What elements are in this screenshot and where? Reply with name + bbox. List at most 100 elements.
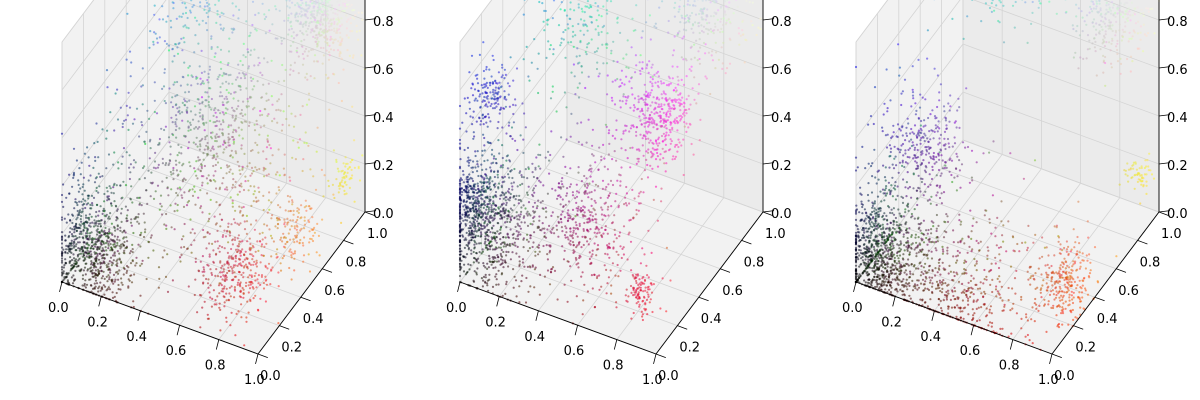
scatter-point xyxy=(514,279,518,282)
scatter-point xyxy=(306,16,309,20)
scatter-point xyxy=(615,306,618,309)
scatter-point xyxy=(491,248,494,251)
scatter-point xyxy=(574,227,577,230)
scatter-point xyxy=(470,229,473,232)
scatter-point xyxy=(325,0,328,3)
scatter-point xyxy=(97,222,100,225)
scatter-point xyxy=(212,261,215,264)
scatter-point xyxy=(235,312,238,315)
scatter-point xyxy=(614,200,617,203)
scatter-point xyxy=(205,1,209,4)
scatter-point xyxy=(480,277,483,280)
scatter-point xyxy=(232,140,236,143)
scatter-point xyxy=(506,167,509,170)
scatter-point xyxy=(499,263,502,266)
scatter-point xyxy=(672,104,675,107)
scatter-point xyxy=(68,261,71,265)
scatter-point xyxy=(268,208,271,211)
scatter-point xyxy=(590,190,593,194)
scatter-point xyxy=(566,187,569,190)
scatter-point xyxy=(159,202,162,205)
scatter-point xyxy=(161,162,164,165)
scatter-point xyxy=(218,292,221,295)
scatter-point xyxy=(559,196,562,199)
scatter-point xyxy=(290,225,293,228)
scatter-point xyxy=(225,287,228,290)
scatter-point xyxy=(60,254,64,258)
scatter-point xyxy=(202,82,205,85)
scatter-point xyxy=(94,269,97,272)
scatter-point xyxy=(143,140,146,143)
scatter-point xyxy=(106,288,109,291)
scatter-point xyxy=(80,268,83,271)
scatter-point xyxy=(270,201,273,204)
scatter-point xyxy=(237,248,240,251)
scatter-point xyxy=(248,162,251,165)
scatter-point xyxy=(508,105,511,108)
scatter-point xyxy=(90,253,93,256)
scatter-point xyxy=(720,46,723,49)
scatter-point xyxy=(242,260,245,263)
scatter-point xyxy=(647,120,650,123)
scatter-point xyxy=(268,191,271,194)
scatter-point xyxy=(103,253,106,256)
scatter-point xyxy=(566,212,569,215)
scatter-point xyxy=(469,224,472,227)
scatter-point xyxy=(145,130,148,133)
scatter-point xyxy=(180,238,184,241)
scatter-point xyxy=(107,262,110,265)
scatter-point xyxy=(232,28,235,31)
scatter-point xyxy=(178,112,182,115)
scatter-point xyxy=(131,201,134,204)
scatter-point xyxy=(330,22,333,26)
scatter-point xyxy=(595,235,598,238)
scatter-point xyxy=(644,289,647,292)
scatter-point xyxy=(221,278,224,281)
scatter-point xyxy=(458,142,462,145)
scatter-point xyxy=(87,244,90,247)
scatter-point xyxy=(107,217,110,220)
scatter-point xyxy=(643,114,646,117)
scatter-point xyxy=(651,63,654,66)
scatter-point xyxy=(260,274,264,277)
scatter-point xyxy=(253,85,256,88)
scatter-point xyxy=(566,260,569,263)
scatter-point xyxy=(310,12,313,15)
scatter-point xyxy=(116,238,119,241)
scatter-point xyxy=(567,209,570,212)
scatter-point xyxy=(178,161,181,164)
scatter-point xyxy=(232,278,235,281)
scatter-point xyxy=(137,243,140,246)
scatter-point xyxy=(475,273,478,276)
scatter-point xyxy=(290,254,293,257)
scatter-point xyxy=(284,225,287,228)
scatter-point xyxy=(336,13,339,16)
scatter-point xyxy=(148,46,151,49)
scatter-point xyxy=(664,124,668,127)
scatter-point xyxy=(569,230,572,233)
scatter-point xyxy=(180,194,183,197)
scatter-point xyxy=(625,185,628,189)
scatter-point xyxy=(603,264,606,267)
scatter-point xyxy=(315,251,318,254)
scatter-point xyxy=(634,71,637,74)
scatter-point xyxy=(84,199,87,202)
scatter-point xyxy=(588,257,592,261)
scatter-point xyxy=(314,24,318,27)
scatter-point xyxy=(492,210,495,213)
scatter-point xyxy=(577,266,580,269)
scatter-point xyxy=(345,174,348,177)
scatter-point xyxy=(207,76,210,79)
scatter-point xyxy=(69,260,72,263)
scatter-point xyxy=(632,294,635,297)
scatter-point xyxy=(340,181,343,184)
scatter-point xyxy=(552,226,555,229)
scatter-point xyxy=(126,114,129,117)
scatter-point xyxy=(683,125,686,128)
scatter-point xyxy=(263,124,266,127)
scatter-point xyxy=(665,113,668,116)
scatter-point xyxy=(334,12,337,15)
scatter-point xyxy=(178,15,181,18)
scatter-point xyxy=(490,102,493,106)
scatter-point xyxy=(475,120,478,123)
